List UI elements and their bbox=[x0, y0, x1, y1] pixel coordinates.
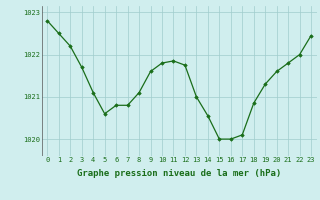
X-axis label: Graphe pression niveau de la mer (hPa): Graphe pression niveau de la mer (hPa) bbox=[77, 169, 281, 178]
